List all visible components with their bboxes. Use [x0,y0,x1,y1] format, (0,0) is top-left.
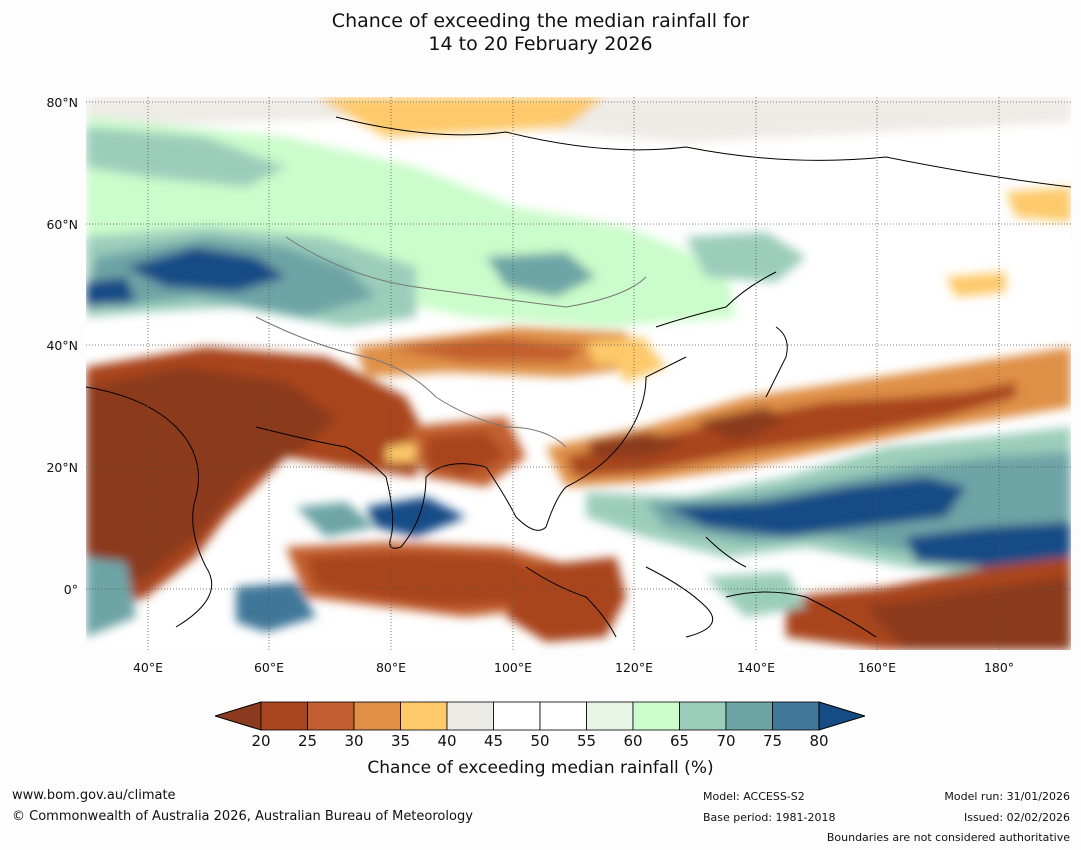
colorbar-bin [586,701,634,731]
colorbar-bin [632,701,680,731]
title-line-2: 14 to 20 February 2026 [428,33,653,55]
colorbar-bin [446,701,494,731]
lat-label-20n: 20°N [46,460,78,475]
probability-fields [86,97,1071,650]
colorbar-tick-label: 20 [251,732,271,750]
colorbar-tick-label: 35 [390,732,411,750]
map-title: Chance of exceeding the median rainfall … [0,10,1081,56]
colorbar-tick-label: 75 [762,732,783,750]
colorbar-label: Chance of exceeding median rainfall (%) [367,758,714,778]
lat-label-80n: 80°N [46,95,78,110]
colorbar-above-triangle [818,701,867,731]
lon-label-100e: 100°E [493,660,533,675]
lon-label-160e: 160°E [857,660,897,675]
title-line-1: Chance of exceeding the median rainfall … [331,10,750,32]
footer-website: www.bom.gov.au/climate [12,788,176,803]
footer-disclaimer: Boundaries are not considered authoritat… [826,831,1070,844]
lon-label-40e: 40°E [132,660,164,675]
colorbar-bin [493,701,541,731]
lon-label-120e: 120°E [614,660,654,675]
colorbar-below-triangle [213,701,262,731]
footer-model-run: Model run: 31/01/2026 [944,790,1070,803]
colorbar-tick-label: 70 [716,732,736,750]
colorbar-bin [772,701,820,731]
colorbar-tick-label: 45 [483,732,504,750]
colorbar-tick-label: 40 [437,732,457,750]
footer-copyright: © Commonwealth of Australia 2026, Austra… [12,809,473,824]
colorbar-bin [679,701,727,731]
lat-label-40n: 40°N [46,338,78,353]
borders [255,236,647,448]
colorbar-tick-label: 55 [576,732,597,750]
colorbar-tick-label: 80 [809,732,829,750]
lat-label-60n: 60°N [46,217,78,232]
colorbar-tick-label: 30 [344,732,364,750]
colorbar-bin [307,701,355,731]
coastlines [86,116,1071,638]
lon-label-180: 180° [983,660,1015,675]
colorbar-tick-label: 60 [623,732,643,750]
colorbar-tick-label: 25 [297,732,318,750]
map-canvas [86,97,1071,650]
colorbar-bin [260,701,308,731]
graticule [86,97,1071,650]
footer-model: Model: ACCESS-S2 [703,790,805,803]
colorbar-bin [400,701,448,731]
footer-issued: Issued: 02/02/2026 [963,811,1070,824]
lon-label-60e: 60°E [253,660,285,675]
lon-label-140e: 140°E [736,660,776,675]
colorbar-tick-label: 65 [669,732,690,750]
colorbar [213,700,867,732]
footer-base-period: Base period: 1981-2018 [703,811,836,824]
colorbar-bin [353,701,401,731]
colorbar-bin [725,701,773,731]
lon-label-80e: 80°E [375,660,407,675]
colorbar-tick-label: 50 [530,732,550,750]
rainfall-map [86,97,1071,650]
colorbar-svg [213,701,867,731]
colorbar-bin [539,701,587,731]
lat-label-0: 0° [63,582,78,597]
